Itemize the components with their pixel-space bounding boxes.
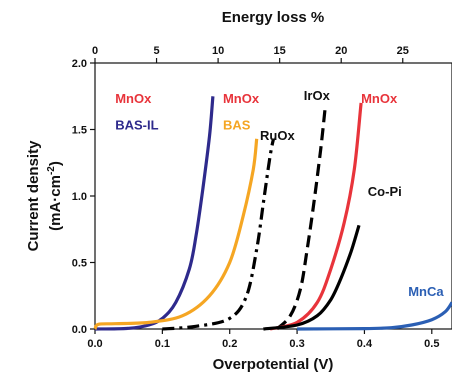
- y-axis-unit: (mA·cm: [47, 175, 64, 231]
- series-line-mnox: [269, 102, 363, 331]
- series-label: MnCa: [408, 284, 444, 299]
- y-tick-label: 1.5: [72, 125, 87, 137]
- series-line-irox: [275, 105, 327, 331]
- series-label: BAS: [223, 118, 251, 133]
- y-axis-title-line1: Current density: [25, 140, 42, 252]
- y-tick-label: 1.0: [72, 191, 87, 203]
- x2-tick-label: 15: [274, 45, 286, 57]
- y-tick-label: 2.0: [72, 58, 87, 70]
- y-axis-unit-exponent: -2: [46, 166, 57, 175]
- series-line-ruox: [162, 138, 276, 331]
- x-axis-title: Overpotential (V): [213, 356, 334, 373]
- y-tick-label: 0.5: [72, 258, 87, 270]
- x-tick-label: 0.2: [222, 338, 237, 350]
- ticks: 0.0 0.1 0.2 0.3 0.4 0.5 0.0 0.5 1.0 1.5 2.0 0 5 10 15 2…: [72, 45, 440, 350]
- series-layer: [93, 96, 452, 331]
- x-tick-label: 0.1: [155, 338, 170, 350]
- y-axis-unit-close: ): [47, 161, 64, 166]
- series-label: RuOx: [260, 128, 295, 143]
- x-tick-label: 0.4: [357, 338, 373, 350]
- series-label: MnOx: [361, 91, 398, 106]
- series-label: BAS-IL: [115, 118, 158, 133]
- top-axis-title: Energy loss %: [222, 9, 325, 26]
- x-tick-label: 0.5: [424, 338, 439, 350]
- series-line-copi: [263, 224, 361, 331]
- series-labels: MnOx BAS-IL MnOx BAS RuOx IrOx MnOx Co-Pi MnCa: [115, 88, 444, 299]
- x-tick-label: 0.0: [87, 338, 102, 350]
- x2-tick-label: 20: [335, 45, 347, 57]
- x2-tick-label: 25: [397, 45, 409, 57]
- series-label: MnOx: [115, 91, 152, 106]
- series-line-mnca: [297, 301, 452, 331]
- series-label: Co-Pi: [368, 184, 402, 199]
- series-label: IrOx: [304, 88, 331, 103]
- series-label: MnOx: [223, 91, 260, 106]
- series-line-mnox-bas: [93, 138, 259, 330]
- y-tick-label: 0.0: [72, 324, 87, 336]
- x2-tick-label: 10: [212, 45, 224, 57]
- x2-tick-label: 5: [153, 45, 159, 57]
- y-axis-title-line2: (mA·cm-2): [46, 161, 64, 231]
- x2-tick-label: 0: [92, 45, 98, 57]
- series-line-mnox-bas-il: [94, 96, 215, 331]
- x-tick-label: 0.3: [289, 338, 304, 350]
